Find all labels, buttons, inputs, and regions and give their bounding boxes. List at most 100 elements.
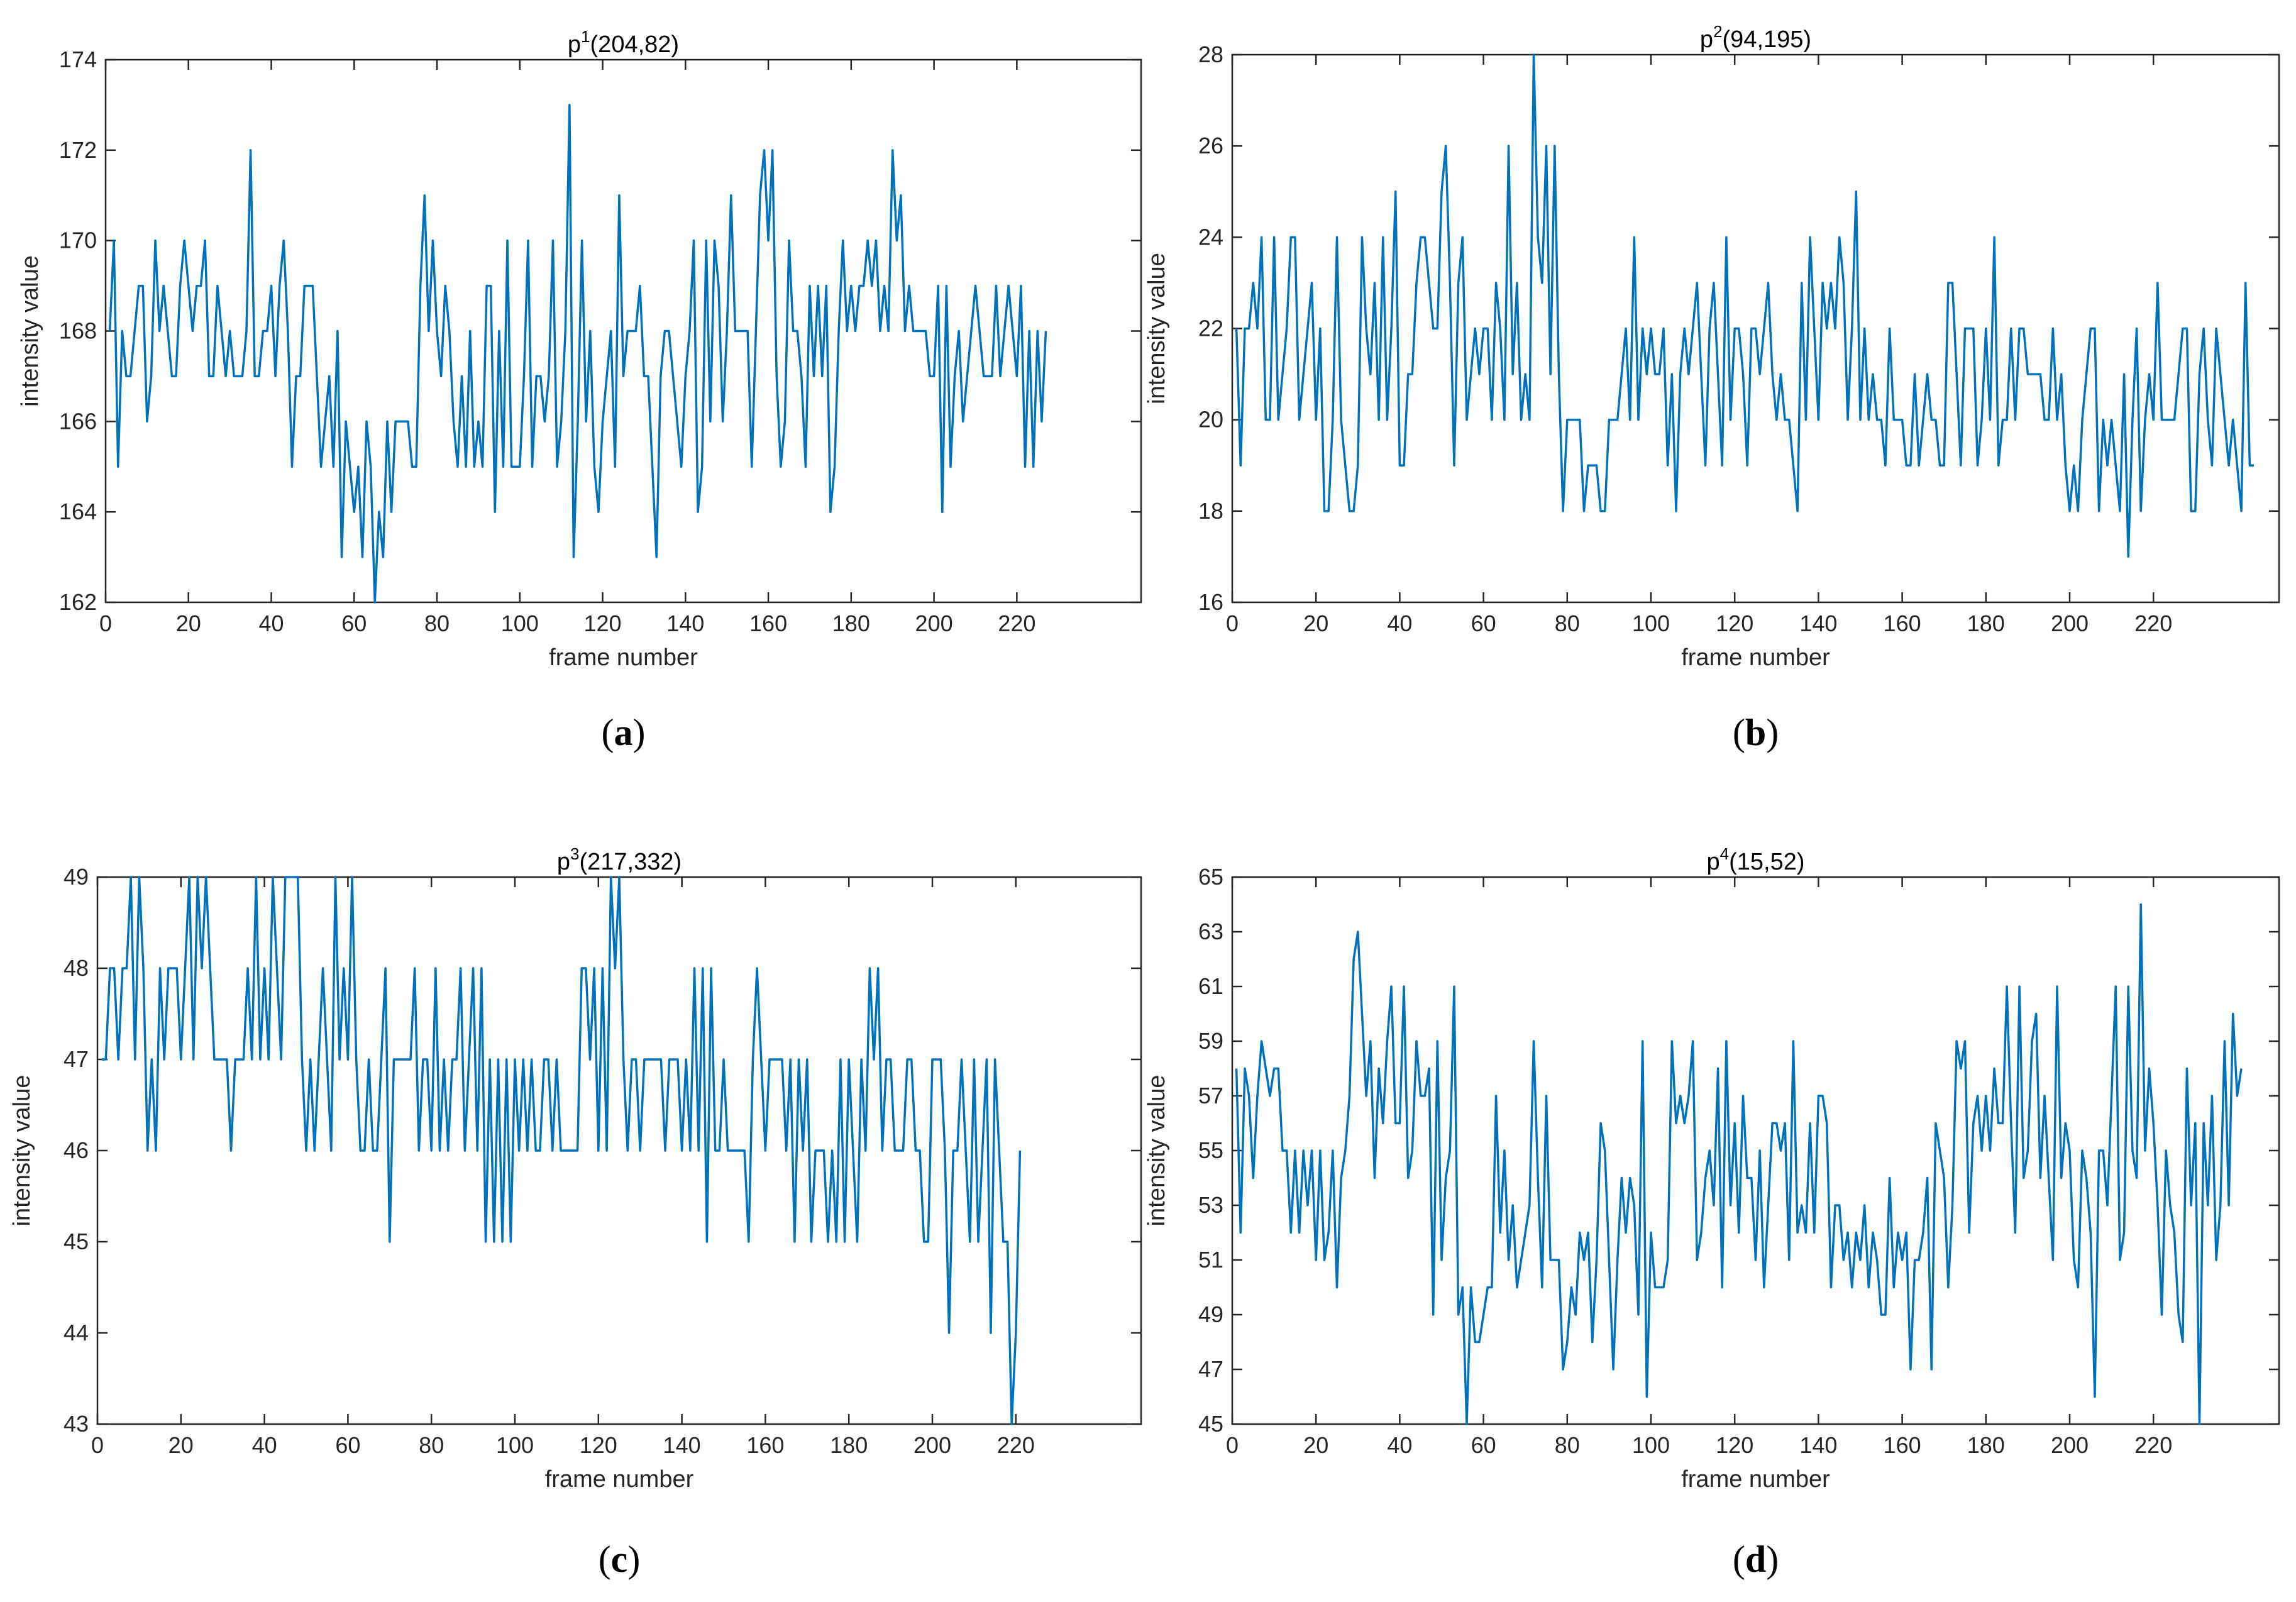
x-tick-label: 180 xyxy=(830,1432,868,1458)
chart-title: p3(217,332) xyxy=(557,844,682,875)
y-tick-label: 18 xyxy=(1198,498,1223,524)
y-tick-label: 22 xyxy=(1198,316,1223,341)
x-tick-label: 80 xyxy=(1555,1432,1580,1458)
x-tick-label: 120 xyxy=(580,1432,617,1458)
x-tick-label: 160 xyxy=(749,610,787,636)
x-tick-label: 80 xyxy=(424,610,450,636)
x-tick-label: 140 xyxy=(666,610,704,636)
y-tick-label: 172 xyxy=(59,137,97,163)
x-tick-label: 60 xyxy=(1471,610,1496,636)
panel-label: (c) xyxy=(599,1538,641,1580)
x-tick-label: 180 xyxy=(1967,610,2005,636)
panel-label: (d) xyxy=(1733,1538,1779,1580)
x-tick-label: 80 xyxy=(1555,610,1580,636)
y-tick-label: 174 xyxy=(59,47,97,72)
y-tick-label: 28 xyxy=(1198,41,1223,67)
x-axis-label: frame number xyxy=(549,644,698,671)
y-tick-label: 162 xyxy=(59,589,97,615)
x-tick-label: 200 xyxy=(2051,1432,2089,1458)
series-line-1 xyxy=(1235,903,2243,1425)
x-tick-label: 0 xyxy=(1226,1432,1239,1458)
x-tick-label: 60 xyxy=(1471,1432,1496,1458)
chart-panel-d: 0 20 40 60 80 100 120 140 160 180 200 220 45 47 49 51 53… xyxy=(1144,844,2280,1580)
y-tick-label: 166 xyxy=(59,408,97,434)
x-tick-label: 20 xyxy=(1303,1432,1328,1458)
x-tick-label: 80 xyxy=(419,1432,444,1458)
x-tick-label: 200 xyxy=(2051,610,2089,636)
x-tick-label: 200 xyxy=(915,610,953,636)
chart-panel-a: 0 20 40 60 80 100 120 140 160 180 200 220 162 164 166 1… xyxy=(17,27,1142,753)
y-tick-label: 55 xyxy=(1198,1137,1223,1163)
y-tick-label: 45 xyxy=(1198,1411,1223,1437)
title-base: p xyxy=(1706,849,1719,875)
y-tick-label: 63 xyxy=(1198,919,1223,944)
y-tick-label: 59 xyxy=(1198,1028,1223,1054)
x-tick-label: 40 xyxy=(252,1432,277,1458)
chart-title: p1(204,82) xyxy=(568,27,679,58)
x-tick-label: 100 xyxy=(1632,610,1670,636)
y-tick-label: 44 xyxy=(63,1320,89,1345)
x-axis-label: frame number xyxy=(1681,644,1830,671)
y-tick-label: 51 xyxy=(1198,1247,1223,1273)
x-tick-label: 40 xyxy=(258,610,284,636)
x-tick-label: 0 xyxy=(91,1432,104,1458)
y-tick-label: 24 xyxy=(1198,224,1223,250)
title-superscript: 2 xyxy=(1713,22,1722,41)
y-tick-label: 49 xyxy=(1198,1301,1223,1327)
x-tick-label: 100 xyxy=(1632,1432,1670,1458)
x-tick-label: 120 xyxy=(1716,1432,1753,1458)
x-tick-label: 220 xyxy=(2134,1432,2172,1458)
title-coordinates: (217,332) xyxy=(579,849,682,875)
x-tick-label: 220 xyxy=(2134,610,2172,636)
x-tick-label: 160 xyxy=(1884,610,1921,636)
x-tick-label: 160 xyxy=(746,1432,784,1458)
chart-title: p2(94,195) xyxy=(1700,22,1811,53)
title-superscript: 1 xyxy=(581,27,590,46)
y-tick-label: 170 xyxy=(59,228,97,253)
x-tick-label: 140 xyxy=(1799,610,1837,636)
y-tick-label: 47 xyxy=(1198,1356,1223,1382)
y-axis-label: intensity value xyxy=(1144,253,1170,404)
x-tick-label: 0 xyxy=(99,610,112,636)
y-tick-label: 43 xyxy=(63,1411,89,1437)
chart-title: p4(15,52) xyxy=(1706,844,1804,875)
y-axis-label: intensity value xyxy=(1144,1075,1170,1227)
x-tick-label: 140 xyxy=(663,1432,701,1458)
plot-area xyxy=(1231,876,2280,1425)
series-line-1 xyxy=(108,104,1047,604)
x-tick-label: 180 xyxy=(832,610,870,636)
x-tick-label: 40 xyxy=(1387,610,1412,636)
x-tick-label: 40 xyxy=(1387,1432,1412,1458)
y-tick-label: 16 xyxy=(1198,589,1223,615)
series-line-1 xyxy=(101,876,1022,1425)
x-tick-label: 200 xyxy=(913,1432,951,1458)
title-superscript: 3 xyxy=(570,844,579,863)
x-tick-label: 220 xyxy=(997,1432,1035,1458)
x-tick-label: 20 xyxy=(168,1432,194,1458)
panel-label: (b) xyxy=(1733,712,1779,753)
series-line-1 xyxy=(1235,53,2255,558)
panel-label: (a) xyxy=(602,712,646,753)
x-tick-label: 120 xyxy=(1716,610,1753,636)
y-tick-label: 164 xyxy=(59,499,97,524)
x-axis-label: frame number xyxy=(545,1466,694,1493)
y-tick-label: 65 xyxy=(1198,864,1223,890)
title-base: p xyxy=(568,31,581,58)
x-tick-label: 140 xyxy=(1799,1432,1837,1458)
x-tick-label: 220 xyxy=(998,610,1035,636)
chart-panel-b: 0 20 40 60 80 100 120 140 160 180 200 220 16 18 20 22 24… xyxy=(1144,22,2280,753)
x-tick-label: 0 xyxy=(1226,610,1239,636)
x-tick-label: 120 xyxy=(584,610,622,636)
x-tick-label: 180 xyxy=(1967,1432,2005,1458)
x-tick-label: 20 xyxy=(1303,610,1328,636)
title-base: p xyxy=(1700,26,1713,53)
x-tick-label: 60 xyxy=(341,610,367,636)
title-superscript: 4 xyxy=(1720,844,1729,863)
y-tick-label: 168 xyxy=(59,318,97,344)
x-tick-label: 100 xyxy=(501,610,539,636)
y-tick-label: 46 xyxy=(63,1137,89,1163)
y-tick-label: 49 xyxy=(63,864,89,890)
y-tick-label: 53 xyxy=(1198,1192,1223,1218)
title-coordinates: (15,52) xyxy=(1729,849,1804,875)
